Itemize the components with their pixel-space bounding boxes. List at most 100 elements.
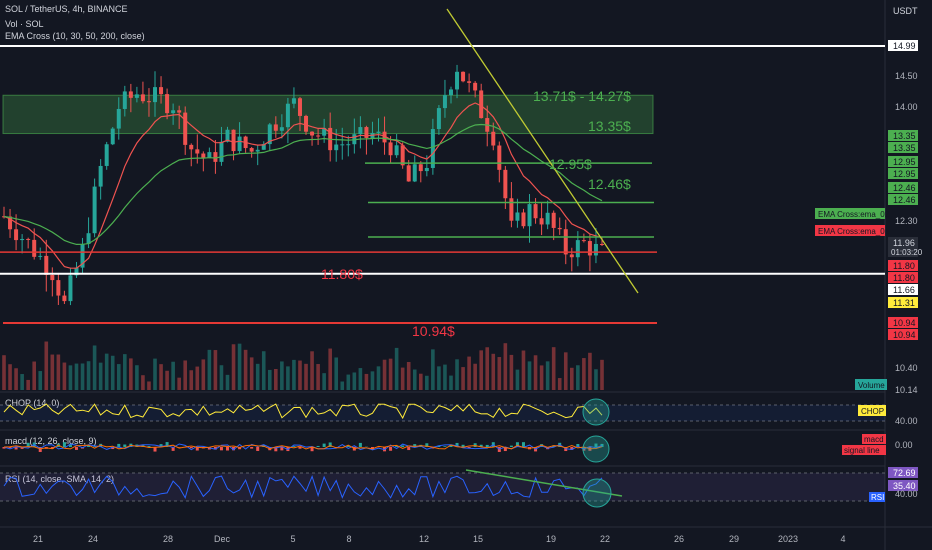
candle-body (273, 124, 278, 131)
volume-bar (225, 374, 230, 390)
candle-body (473, 82, 478, 91)
volume-bar (563, 352, 568, 390)
chart-title: SOL / TetherUS, 4h, BINANCE (5, 4, 128, 14)
macd-histogram-bar (552, 445, 556, 447)
rsi-badge (869, 492, 885, 502)
candle-body (346, 144, 351, 146)
price-axis-badge-text: 11.66 (893, 285, 915, 295)
macd-histogram-bar (165, 442, 169, 447)
volume-indicator-title: Vol · SOL (5, 19, 44, 29)
price-axis-badge (888, 317, 918, 328)
macd-histogram-bar (111, 447, 115, 450)
volume-bar (62, 362, 67, 390)
target-zone (2, 94, 654, 135)
candle-body (74, 267, 79, 276)
macd-histogram-bar (425, 443, 429, 447)
volume-bar (400, 367, 405, 390)
volume-bar (249, 357, 254, 390)
rsi-badge-lower (888, 480, 918, 491)
candle-body (322, 127, 327, 136)
rsi-line (3, 475, 603, 499)
volume-bar (292, 359, 296, 390)
volume-bar (56, 354, 61, 390)
price-axis-badge-text: 11.80 (893, 261, 915, 271)
candle-body (92, 186, 97, 234)
price-axis-badge (888, 168, 918, 179)
support-label-10-94: 10.94$ (412, 323, 455, 339)
volume-bar (310, 351, 314, 390)
price-axis-badge (888, 130, 918, 141)
candle-body (50, 274, 55, 281)
volume-bar (44, 341, 49, 390)
volume-badge-text: Volume (858, 381, 885, 390)
candle-body (291, 98, 296, 104)
volume-bar (274, 368, 278, 390)
macd-histogram-bar (407, 447, 411, 451)
price-axis-badge (888, 237, 918, 257)
candle-body (26, 238, 31, 240)
chop-badge (858, 405, 886, 416)
candle-body (406, 165, 411, 182)
candle-body (68, 275, 73, 302)
volume-bar (98, 362, 103, 390)
macd-badge-text: macd (864, 435, 884, 444)
macd-histogram-bar (346, 445, 350, 447)
price-tick: 10.40 (895, 363, 918, 373)
macd-histogram-bar (594, 443, 598, 447)
macd-histogram-bar (479, 444, 483, 447)
macd-histogram-bar (62, 442, 66, 447)
candle-body (316, 135, 321, 137)
volume-bar (80, 363, 85, 390)
price-tick: 14.50 (895, 71, 918, 81)
volume-bar (141, 375, 145, 390)
volume-bar (551, 347, 556, 390)
candle-body (237, 136, 242, 152)
macd-histogram-bar (195, 447, 199, 451)
candle-body (110, 128, 115, 145)
support-label-11-80: 11.80$ (321, 266, 363, 282)
macd-histogram-bar (87, 444, 91, 447)
candle-body (213, 152, 218, 162)
price-axis-badge-text: 10.94 (893, 318, 916, 328)
volume-bar (569, 367, 574, 390)
signal-line (3, 444, 603, 450)
macd-histogram-bar (232, 447, 236, 451)
macd-histogram-bar (117, 443, 121, 447)
target-label-12-46: 12.46$ (588, 176, 631, 192)
volume-bar (26, 379, 30, 390)
macd-histogram-bar (467, 447, 471, 449)
candle-body (20, 238, 25, 241)
candle-body (8, 216, 13, 230)
macd-histogram-bar (503, 447, 507, 452)
volume-bar (467, 356, 471, 390)
candle-body (297, 98, 302, 116)
macd-histogram-bar (310, 447, 314, 452)
time-axis-label: 24 (88, 534, 98, 544)
volume-bar (394, 347, 399, 390)
candle-body (394, 145, 399, 156)
macd-histogram-bar (189, 447, 193, 449)
time-axis-label: 26 (674, 534, 684, 544)
macd-histogram-bar (449, 444, 453, 447)
candle-body (140, 94, 145, 102)
macd-histogram-bar (153, 447, 157, 452)
candle-body (153, 87, 158, 103)
volume-bar (159, 364, 163, 390)
signal-badge-text: signal line (844, 446, 880, 455)
candle-body (575, 240, 580, 258)
candle-body (521, 212, 526, 227)
macd-histogram-bar (455, 442, 459, 447)
candle-body (436, 108, 441, 130)
price-axis-badge-text: 12.95 (893, 157, 916, 167)
candle-body (267, 124, 272, 145)
rsi-band (0, 473, 885, 501)
volume-bar (201, 359, 206, 390)
volume-bar (334, 357, 339, 390)
candle-body (364, 127, 369, 138)
price-axis-badge (888, 284, 918, 295)
macd-histogram-bar (8, 447, 12, 449)
volume-bar (358, 368, 363, 390)
volume-bar (521, 350, 526, 390)
volume-bar (491, 353, 496, 390)
